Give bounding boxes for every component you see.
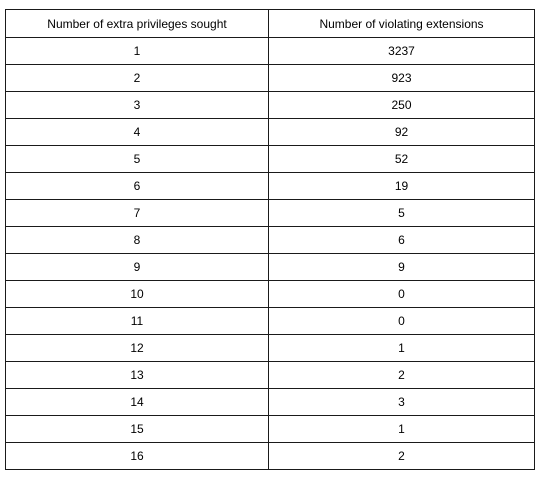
privileges-cell: 16 [5, 442, 269, 470]
table-row: 13 2 [5, 361, 535, 389]
extensions-cell: 9 [268, 253, 535, 281]
extensions-cell: 0 [268, 280, 535, 308]
extensions-cell: 1 [268, 334, 535, 362]
privileges-cell: 2 [5, 64, 269, 92]
privileges-cell: 6 [5, 172, 269, 200]
header-violating-extensions: Number of violating extensions [268, 9, 535, 38]
extensions-cell: 6 [268, 226, 535, 254]
extensions-cell: 1 [268, 415, 535, 443]
privileges-cell: 9 [5, 253, 269, 281]
header-extra-privileges: Number of extra privileges sought [5, 9, 269, 38]
privileges-cell: 13 [5, 361, 269, 389]
privileges-cell: 12 [5, 334, 269, 362]
privileges-cell: 7 [5, 199, 269, 227]
table-row: 12 1 [5, 334, 535, 362]
table-row: 6 19 [5, 172, 535, 200]
table-row: 16 2 [5, 442, 535, 470]
privileges-cell: 1 [5, 37, 269, 65]
table-row: 15 1 [5, 415, 535, 443]
privileges-cell: 10 [5, 280, 269, 308]
privileges-cell: 15 [5, 415, 269, 443]
extensions-cell: 2 [268, 361, 535, 389]
table-row: 1 3237 [5, 37, 535, 65]
table-row: 2 923 [5, 64, 535, 92]
extensions-cell: 19 [268, 172, 535, 200]
privileges-cell: 4 [5, 118, 269, 146]
extensions-cell: 250 [268, 91, 535, 119]
privileges-cell: 8 [5, 226, 269, 254]
extensions-cell: 92 [268, 118, 535, 146]
table-row: 10 0 [5, 280, 535, 308]
table-row: 4 92 [5, 118, 535, 146]
extensions-cell: 52 [268, 145, 535, 173]
extensions-cell: 0 [268, 307, 535, 335]
extensions-cell: 2 [268, 442, 535, 470]
table-row: 14 3 [5, 388, 535, 416]
privileges-table: Number of extra privileges sought Number… [5, 9, 535, 470]
privileges-cell: 14 [5, 388, 269, 416]
extensions-cell: 3237 [268, 37, 535, 65]
privileges-cell: 11 [5, 307, 269, 335]
table-row: 11 0 [5, 307, 535, 335]
privileges-cell: 3 [5, 91, 269, 119]
table-row: 3 250 [5, 91, 535, 119]
header-row: Number of extra privileges sought Number… [5, 9, 535, 38]
table-row: 5 52 [5, 145, 535, 173]
privileges-cell: 5 [5, 145, 269, 173]
extensions-cell: 923 [268, 64, 535, 92]
extensions-cell: 3 [268, 388, 535, 416]
extensions-cell: 5 [268, 199, 535, 227]
table-header: Number of extra privileges sought Number… [5, 9, 535, 38]
